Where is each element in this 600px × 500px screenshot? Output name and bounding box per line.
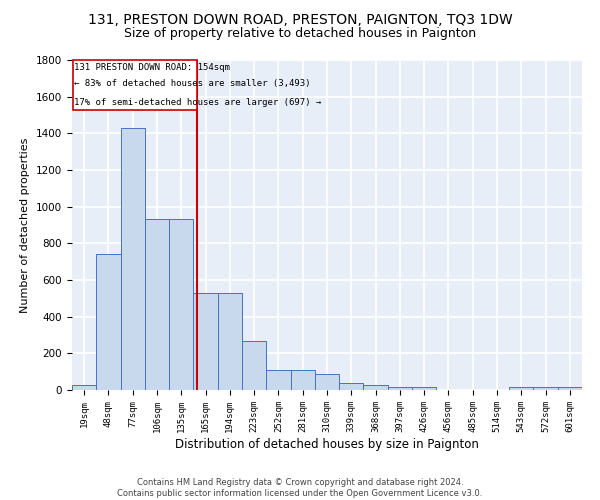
Bar xyxy=(242,342,266,390)
Bar xyxy=(72,386,96,390)
Text: 17% of semi-detached houses are larger (697) →: 17% of semi-detached houses are larger (… xyxy=(74,98,322,107)
Bar xyxy=(145,218,169,390)
Text: Contains HM Land Registry data © Crown copyright and database right 2024.
Contai: Contains HM Land Registry data © Crown c… xyxy=(118,478,482,498)
FancyBboxPatch shape xyxy=(73,60,197,110)
Bar xyxy=(533,387,558,390)
Y-axis label: Number of detached properties: Number of detached properties xyxy=(20,138,31,312)
Bar xyxy=(121,128,145,390)
Bar xyxy=(290,370,315,390)
Bar xyxy=(412,387,436,390)
Text: ← 83% of detached houses are smaller (3,493): ← 83% of detached houses are smaller (3,… xyxy=(74,80,311,88)
Bar xyxy=(364,386,388,390)
Bar xyxy=(218,293,242,390)
Text: Size of property relative to detached houses in Paignton: Size of property relative to detached ho… xyxy=(124,28,476,40)
Bar xyxy=(558,387,582,390)
Bar xyxy=(193,293,218,390)
Bar xyxy=(315,374,339,390)
Bar xyxy=(169,218,193,390)
Bar xyxy=(266,370,290,390)
Bar xyxy=(339,382,364,390)
Text: 131 PRESTON DOWN ROAD: 154sqm: 131 PRESTON DOWN ROAD: 154sqm xyxy=(74,62,230,72)
Bar xyxy=(509,387,533,390)
Text: 131, PRESTON DOWN ROAD, PRESTON, PAIGNTON, TQ3 1DW: 131, PRESTON DOWN ROAD, PRESTON, PAIGNTO… xyxy=(88,12,512,26)
Bar xyxy=(388,387,412,390)
Bar xyxy=(96,254,121,390)
X-axis label: Distribution of detached houses by size in Paignton: Distribution of detached houses by size … xyxy=(175,438,479,450)
